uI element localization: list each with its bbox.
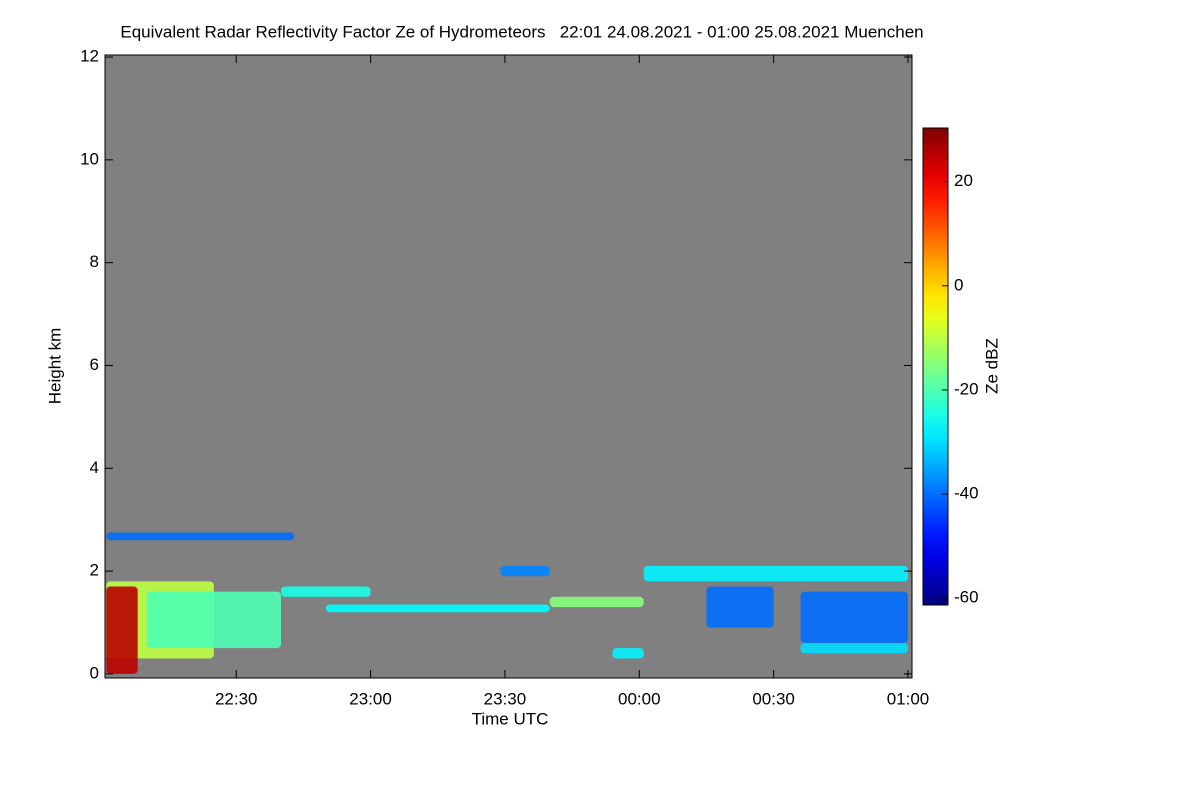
x-tick-label: 23:00 [349, 689, 392, 708]
y-tick-label: 12 [80, 47, 99, 66]
chart-title: Equivalent Radar Reflectivity Factor Ze … [120, 22, 923, 41]
echo [106, 586, 138, 674]
colorbar-tick-label: 20 [954, 171, 973, 190]
y-tick-label: 4 [90, 458, 99, 477]
colorbar [922, 127, 949, 606]
echo [549, 596, 644, 608]
y-tick-label: 10 [80, 149, 99, 168]
echo [500, 565, 550, 577]
echo [612, 648, 644, 659]
echo [106, 532, 295, 541]
colorbar-tick-label: -40 [954, 484, 979, 503]
colorbar-tick-label: -60 [954, 588, 979, 607]
echo [643, 565, 908, 582]
x-tick-label: 00:30 [752, 689, 795, 708]
echo [706, 586, 774, 628]
x-tick-label: 23:30 [484, 689, 527, 708]
x-tick-label: 22:30 [215, 689, 258, 708]
echo [800, 591, 908, 644]
y-tick-label: 6 [90, 355, 99, 374]
y-tick-label: 2 [90, 561, 99, 580]
colorbar-tick-label: -20 [954, 379, 979, 398]
plot-frame [104, 54, 913, 679]
echo [325, 604, 550, 613]
colorbar-tick-label: 0 [954, 275, 963, 294]
x-tick-label: 01:00 [887, 689, 930, 708]
colorbar-label: Ze dBZ [982, 338, 1001, 394]
x-tick-label: 00:00 [618, 689, 661, 708]
echo [146, 591, 281, 649]
echo [800, 643, 908, 654]
x-axis-label: Time UTC [472, 709, 549, 728]
y-axis-label: Height km [45, 328, 64, 405]
echo [280, 586, 371, 597]
plot-background [105, 55, 912, 678]
y-tick-label: 8 [90, 252, 99, 271]
y-tick-label: 0 [90, 663, 99, 682]
